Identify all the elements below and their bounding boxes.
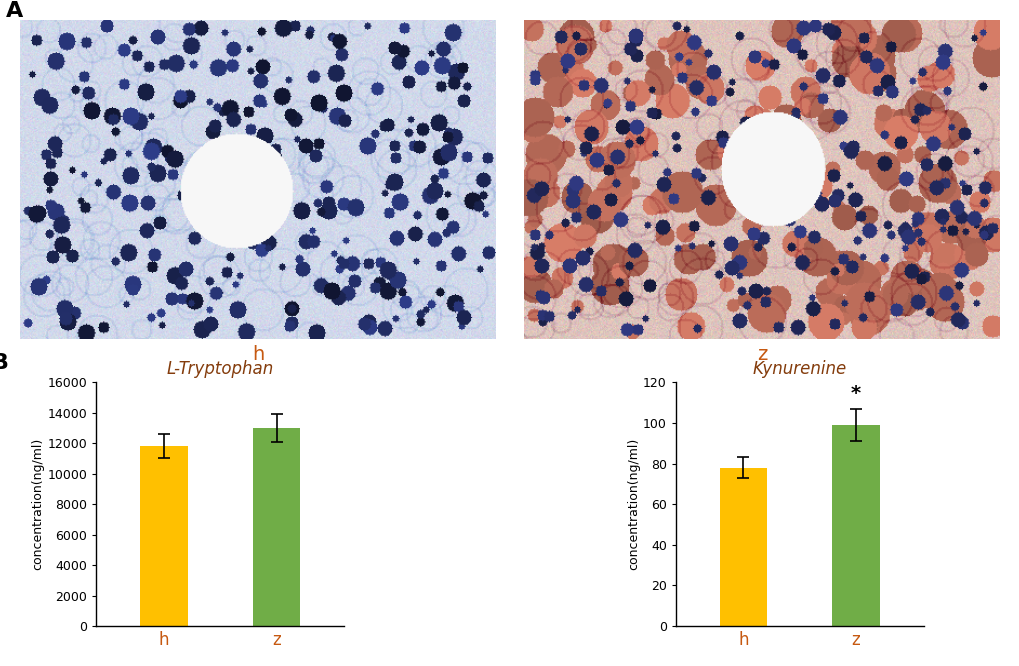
X-axis label: h: h: [252, 346, 264, 364]
Bar: [832, 425, 878, 626]
Text: *: *: [850, 384, 860, 402]
Bar: [253, 428, 300, 626]
Text: A: A: [6, 1, 23, 21]
Title: Kynurenine: Kynurenine: [752, 360, 846, 378]
X-axis label: z: z: [756, 346, 766, 364]
Title: L-Tryptophan: L-Tryptophan: [166, 360, 273, 378]
Bar: [141, 446, 187, 626]
Bar: [719, 468, 766, 626]
Y-axis label: concentration(ng/ml): concentration(ng/ml): [627, 438, 640, 570]
Text: B: B: [0, 353, 9, 373]
Y-axis label: concentration(ng/ml): concentration(ng/ml): [32, 438, 45, 570]
